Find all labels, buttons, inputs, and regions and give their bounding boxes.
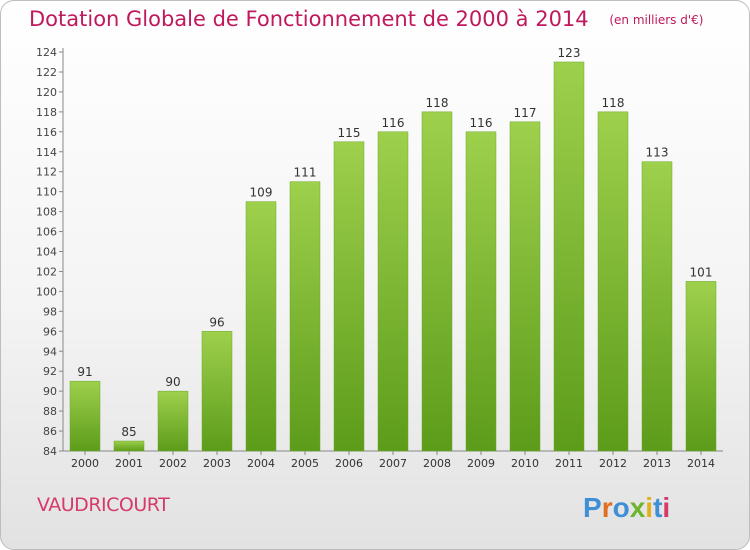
bar xyxy=(289,181,321,452)
bar xyxy=(685,281,717,452)
bar-value-label: 116 xyxy=(382,116,405,130)
y-tick-label: 102 xyxy=(36,265,57,278)
bar-value-label: 91 xyxy=(77,365,92,379)
bar xyxy=(333,141,365,452)
x-tick-label: 2002 xyxy=(159,457,187,470)
x-tick-label: 2001 xyxy=(115,457,143,470)
bar-value-label: 115 xyxy=(338,126,361,140)
bar xyxy=(245,201,277,452)
x-tick-label: 2008 xyxy=(423,457,451,470)
bar-value-label: 85 xyxy=(121,425,136,439)
bar-value-label: 109 xyxy=(250,186,273,200)
x-tick-label: 2014 xyxy=(687,457,715,470)
chart-title: Dotation Globale de Fonctionnement de 20… xyxy=(29,7,703,31)
proxiti-logo: Proxiti xyxy=(583,492,670,523)
y-tick-label: 110 xyxy=(36,186,57,199)
y-tick-label: 108 xyxy=(36,206,57,219)
y-tick-label: 92 xyxy=(43,365,57,378)
y-tick-label: 96 xyxy=(43,325,57,338)
x-tick-label: 2007 xyxy=(379,457,407,470)
x-tick-label: 2005 xyxy=(291,457,319,470)
unit-label: (en milliers d'€) xyxy=(609,13,704,27)
x-tick-label: 2013 xyxy=(643,457,671,470)
bar-value-label: 117 xyxy=(514,106,537,120)
bar-value-label: 90 xyxy=(165,375,180,389)
y-tick-label: 100 xyxy=(36,285,57,298)
bar xyxy=(509,121,541,452)
bar-value-label: 123 xyxy=(558,46,581,60)
y-tick-label: 114 xyxy=(36,146,57,159)
bar xyxy=(157,390,189,452)
x-tick-label: 2006 xyxy=(335,457,363,470)
y-tick-label: 94 xyxy=(43,345,57,358)
y-tick-label: 88 xyxy=(43,405,57,418)
y-tick-label: 104 xyxy=(36,246,57,259)
bar xyxy=(421,111,453,452)
bar xyxy=(553,61,585,452)
bar xyxy=(377,131,409,452)
x-tick-label: 2000 xyxy=(71,457,99,470)
x-tick-label: 2010 xyxy=(511,457,539,470)
y-tick-label: 106 xyxy=(36,226,57,239)
y-tick-label: 84 xyxy=(43,445,57,458)
bar-value-label: 113 xyxy=(646,146,669,160)
y-tick-label: 90 xyxy=(43,385,57,398)
y-tick-label: 124 xyxy=(36,46,57,59)
x-tick-label: 2003 xyxy=(203,457,231,470)
y-tick-label: 112 xyxy=(36,166,57,179)
bar-value-label: 111 xyxy=(294,166,317,180)
y-tick-label: 116 xyxy=(36,126,57,139)
x-tick-label: 2012 xyxy=(599,457,627,470)
bar-value-label: 116 xyxy=(470,116,493,130)
y-tick-label: 118 xyxy=(36,106,57,119)
y-tick-label: 120 xyxy=(36,86,57,99)
bar-value-label: 118 xyxy=(426,96,449,110)
y-tick-label: 122 xyxy=(36,66,57,79)
y-tick-label: 98 xyxy=(43,305,57,318)
x-tick-label: 2004 xyxy=(247,457,275,470)
x-tick-label: 2009 xyxy=(467,457,495,470)
bar-value-label: 118 xyxy=(602,96,625,110)
x-tick-label: 2011 xyxy=(555,457,583,470)
bar xyxy=(201,331,233,452)
bar-value-label: 101 xyxy=(690,265,713,279)
commune-name: VAUDRICOURT xyxy=(37,494,170,516)
title-text: Dotation Globale de Fonctionnement de 20… xyxy=(29,7,589,31)
bar xyxy=(69,380,101,452)
svg-text:Proxiti: Proxiti xyxy=(583,492,670,523)
bar xyxy=(113,440,145,452)
bar xyxy=(641,161,673,452)
bar-value-label: 96 xyxy=(209,315,224,329)
y-tick-label: 86 xyxy=(43,425,57,438)
bar xyxy=(597,111,629,452)
bar xyxy=(465,131,497,452)
